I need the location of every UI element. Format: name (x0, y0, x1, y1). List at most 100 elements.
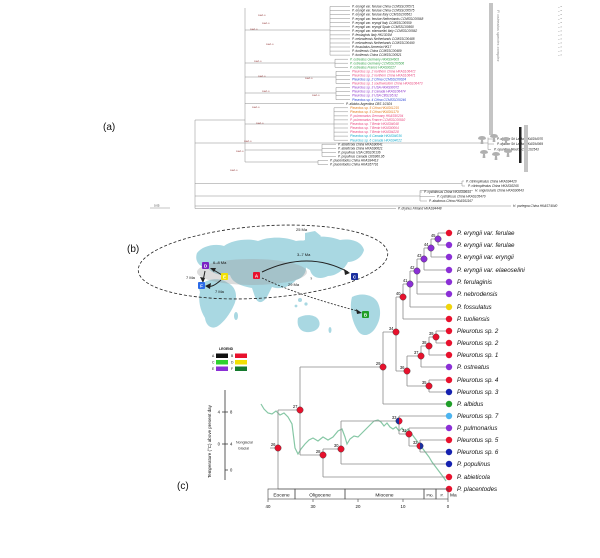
node-number: 38 (422, 340, 427, 345)
arrowhead-icon (356, 309, 362, 314)
legend-swatch (216, 366, 228, 371)
taxon-label: P. eryngii var. ferulae Italy CCMSSC0056… (352, 13, 412, 17)
taxon-label: Pleurotus sp. 1 southwestern China HKAS1… (352, 82, 423, 86)
support-value: 100/1.0 (258, 76, 266, 78)
tip-dot (445, 460, 453, 468)
scale-bar-label: 0.05 (154, 204, 160, 208)
tip-dot (445, 339, 453, 347)
taxon-label: P. ostreatus Germany CCMSSC00506 (350, 61, 404, 65)
tip-dot (445, 412, 453, 420)
epoch-label: Oligocene (309, 493, 331, 499)
node-number: 27 (293, 404, 298, 409)
glacial-annotation-1: Nonglacial (236, 441, 253, 445)
legend-title: LEGEND (219, 347, 234, 351)
temperature-axis-title: Temperature (°C) above present day (207, 404, 212, 478)
row-mark: – * (558, 46, 563, 50)
node-dot (274, 444, 282, 452)
tip-dot (445, 327, 453, 335)
row-mark: – * (558, 25, 563, 29)
taxon-label: P. albidus Argentina CBS 1/1924 (346, 102, 392, 106)
area-box-A-letter: A (255, 274, 259, 279)
cluster-bar-icon (519, 127, 522, 163)
island-madagascar (234, 312, 238, 320)
epoch-label: Plio. (427, 494, 434, 498)
legend-letter: F (231, 367, 233, 371)
tip-dot (445, 253, 453, 261)
row-mark: – * (558, 13, 563, 17)
node-number: 33 (392, 415, 397, 420)
species-label: Pleurotus sp. 2 (457, 328, 499, 335)
tip-dot (445, 448, 453, 456)
taxon-label: P. dryinus Finland HKAS94448 (398, 207, 442, 211)
species-label: P. nebrodensis (457, 291, 497, 298)
support-value: 100/1.0 (244, 141, 252, 143)
taxon-label: H. portegna China HKAS74040 (513, 204, 558, 208)
species-label: P. placentodes (457, 486, 497, 493)
taxon-label: P. abieticola China HKAS90641 (338, 142, 383, 146)
species-label: P. eryngii var. eryngii (457, 254, 514, 261)
node-dot (403, 367, 411, 375)
map-legend: LEGEND A B C D E F (212, 347, 247, 371)
node-dot (296, 406, 304, 414)
species-label: P. albidus (457, 401, 483, 408)
taxon-label: P. abalonus China HKAS61167 (429, 199, 473, 203)
taxon-label: Pleurotus sp. 6 Canada HKAS94036 (350, 134, 402, 138)
support-value: 100/1.0 (305, 78, 313, 80)
panel-a-support-values: 100/1.0 100/1.0 100/1.0 100/1.0 100/1.0 … (230, 15, 320, 172)
area-box-C-letter: C (353, 275, 357, 280)
tip-dot (445, 229, 453, 237)
taxon-label: P. pulmonarius Germany HKAS90204 (350, 114, 403, 118)
temp-tick-right: 4 (230, 442, 233, 447)
route-arrowheads (200, 268, 362, 314)
tip-dot (445, 424, 453, 432)
taxon-label: P. ostreatus Germany HKAS94603 (350, 57, 399, 61)
temperature-axis-line (222, 390, 228, 480)
temp-tick-left: 4 (218, 410, 221, 415)
taxon-label: P. eryngii var. ferulae China CCMSSC0057… (352, 5, 415, 9)
taxon-label: Pleurotus sp. 7 Benin HKAS90064 (350, 126, 399, 130)
area-box-B-letter: B (364, 313, 368, 318)
island-sea (298, 298, 302, 302)
support-value: 100/1.0 (258, 15, 266, 17)
continent-australia (297, 315, 320, 333)
panel-c-tips: P. eryngii var. ferulae P. eryngii var. … (445, 229, 525, 493)
taxon-label: P. eryngii var. ferulae China CCMSSC0057… (352, 9, 415, 13)
node-number: 40 (396, 291, 401, 296)
taxon-label: Pleurotus sp. 2 northern China HKAS10647… (352, 74, 416, 78)
node-number: 29 (376, 361, 381, 366)
temp-tick-left: 0 (218, 442, 221, 447)
taxon-label: P. cystidiosus China HKAS105470 (437, 195, 486, 199)
node-number: 43 (417, 253, 422, 258)
species-label: Pleurotus sp. 6 (457, 449, 499, 456)
taxon-label: P. ostreatus France HKAS90227 (350, 65, 396, 69)
mushroom-icon (480, 150, 488, 158)
route-to-south-america (261, 277, 359, 312)
species-label: P. ferulaginis (457, 279, 492, 286)
node-number: 28 (316, 449, 321, 454)
species-label: P. tuoliensis (457, 316, 490, 323)
node-dot (427, 244, 435, 252)
tip-dot (445, 376, 453, 384)
support-value: 100/1.0 (262, 23, 270, 25)
node-dot (406, 280, 414, 288)
time-axis: Eocene Oligocene Miocene Plio. P. Ma 40 … (266, 488, 457, 509)
node-number: 36 (400, 365, 405, 370)
area-box-F (198, 282, 205, 289)
node-dot (434, 235, 442, 243)
row-mark: – * (558, 17, 563, 21)
arrowhead-icon (200, 277, 205, 283)
time-tick-label: 40 (266, 504, 271, 509)
tip-dot (445, 266, 453, 274)
arrowhead-icon (205, 283, 211, 289)
taxon-label: P. populinus Canada CBS966.95 (338, 155, 385, 159)
tip-dot (445, 400, 453, 408)
node-dot (399, 293, 407, 301)
tip-dot (445, 241, 453, 249)
node-number: 30 (334, 443, 339, 448)
node-number: 35 (422, 380, 427, 385)
area-box-B (362, 311, 369, 318)
panel-c-label: (c) (177, 481, 189, 492)
legend-letter: D (231, 361, 234, 365)
